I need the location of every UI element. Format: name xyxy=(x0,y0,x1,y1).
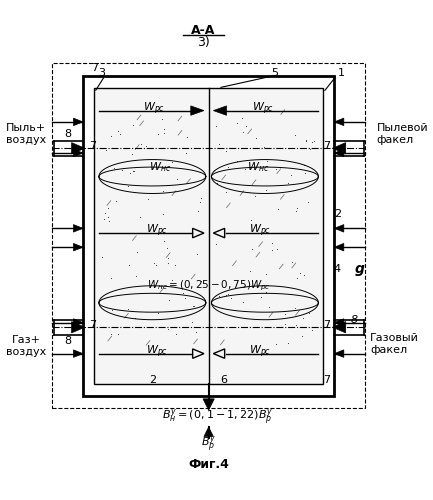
Polygon shape xyxy=(334,149,344,156)
Text: $B^у_р$: $B^у_р$ xyxy=(201,434,216,454)
Text: 7: 7 xyxy=(323,142,330,152)
Polygon shape xyxy=(333,142,346,154)
Text: 2: 2 xyxy=(334,209,341,219)
Polygon shape xyxy=(74,118,83,126)
Text: Пылевой
факел: Пылевой факел xyxy=(377,124,428,145)
Polygon shape xyxy=(191,106,204,116)
Text: 7: 7 xyxy=(89,320,96,330)
Text: 8: 8 xyxy=(64,129,71,139)
Text: Газовый
факел: Газовый факел xyxy=(370,334,419,355)
Text: 7: 7 xyxy=(90,63,98,73)
Polygon shape xyxy=(334,118,344,126)
Polygon shape xyxy=(204,427,213,436)
Text: 3): 3) xyxy=(197,36,210,50)
Text: $W_{рс}$: $W_{рс}$ xyxy=(249,223,271,240)
Text: Фиг.4: Фиг.4 xyxy=(188,458,229,471)
Polygon shape xyxy=(74,350,83,358)
Polygon shape xyxy=(71,322,85,333)
Text: Газ+
воздух: Газ+ воздух xyxy=(6,336,46,357)
Text: 7: 7 xyxy=(323,320,330,330)
Text: 8: 8 xyxy=(64,336,71,346)
Text: 8: 8 xyxy=(351,314,358,324)
Text: $W_{рс}$: $W_{рс}$ xyxy=(146,223,168,240)
Text: 7: 7 xyxy=(89,142,96,152)
Polygon shape xyxy=(203,399,214,410)
Text: 7: 7 xyxy=(323,375,330,385)
Polygon shape xyxy=(334,224,344,232)
Text: $W_{рс}$: $W_{рс}$ xyxy=(249,344,271,360)
Polygon shape xyxy=(333,322,346,333)
Polygon shape xyxy=(71,142,85,154)
Polygon shape xyxy=(334,350,344,358)
Polygon shape xyxy=(334,244,344,251)
Polygon shape xyxy=(74,224,83,232)
Text: А-А: А-А xyxy=(191,24,216,37)
Text: $W_{рс}$: $W_{рс}$ xyxy=(252,100,275,117)
Polygon shape xyxy=(74,319,83,326)
Bar xyxy=(83,76,334,396)
Text: $W_{нс}$: $W_{нс}$ xyxy=(246,160,269,174)
Text: 1: 1 xyxy=(337,68,345,78)
Text: 6: 6 xyxy=(221,375,228,385)
Text: Пыль+
воздух: Пыль+ воздух xyxy=(6,124,46,145)
Text: 5: 5 xyxy=(271,68,278,78)
Text: 4: 4 xyxy=(334,264,341,274)
Text: $W_{рс}$: $W_{рс}$ xyxy=(146,344,168,360)
Text: $W_{нс}=(0,25-0,75)W_{рс}$: $W_{нс}=(0,25-0,75)W_{рс}$ xyxy=(147,278,271,293)
Bar xyxy=(94,88,323,384)
Polygon shape xyxy=(213,106,226,116)
Text: g: g xyxy=(355,262,365,276)
Text: 2: 2 xyxy=(149,375,156,385)
Polygon shape xyxy=(334,319,344,326)
Text: $B^у_н=(0,1-1,22)B^у_р$: $B^у_н=(0,1-1,22)B^у_р$ xyxy=(162,407,274,426)
Text: 3: 3 xyxy=(98,68,105,78)
Text: $W_{нс}$: $W_{нс}$ xyxy=(149,160,171,174)
Text: $W_{рс}$: $W_{рс}$ xyxy=(143,100,165,117)
Polygon shape xyxy=(74,244,83,251)
Polygon shape xyxy=(74,149,83,156)
Bar xyxy=(52,64,365,408)
